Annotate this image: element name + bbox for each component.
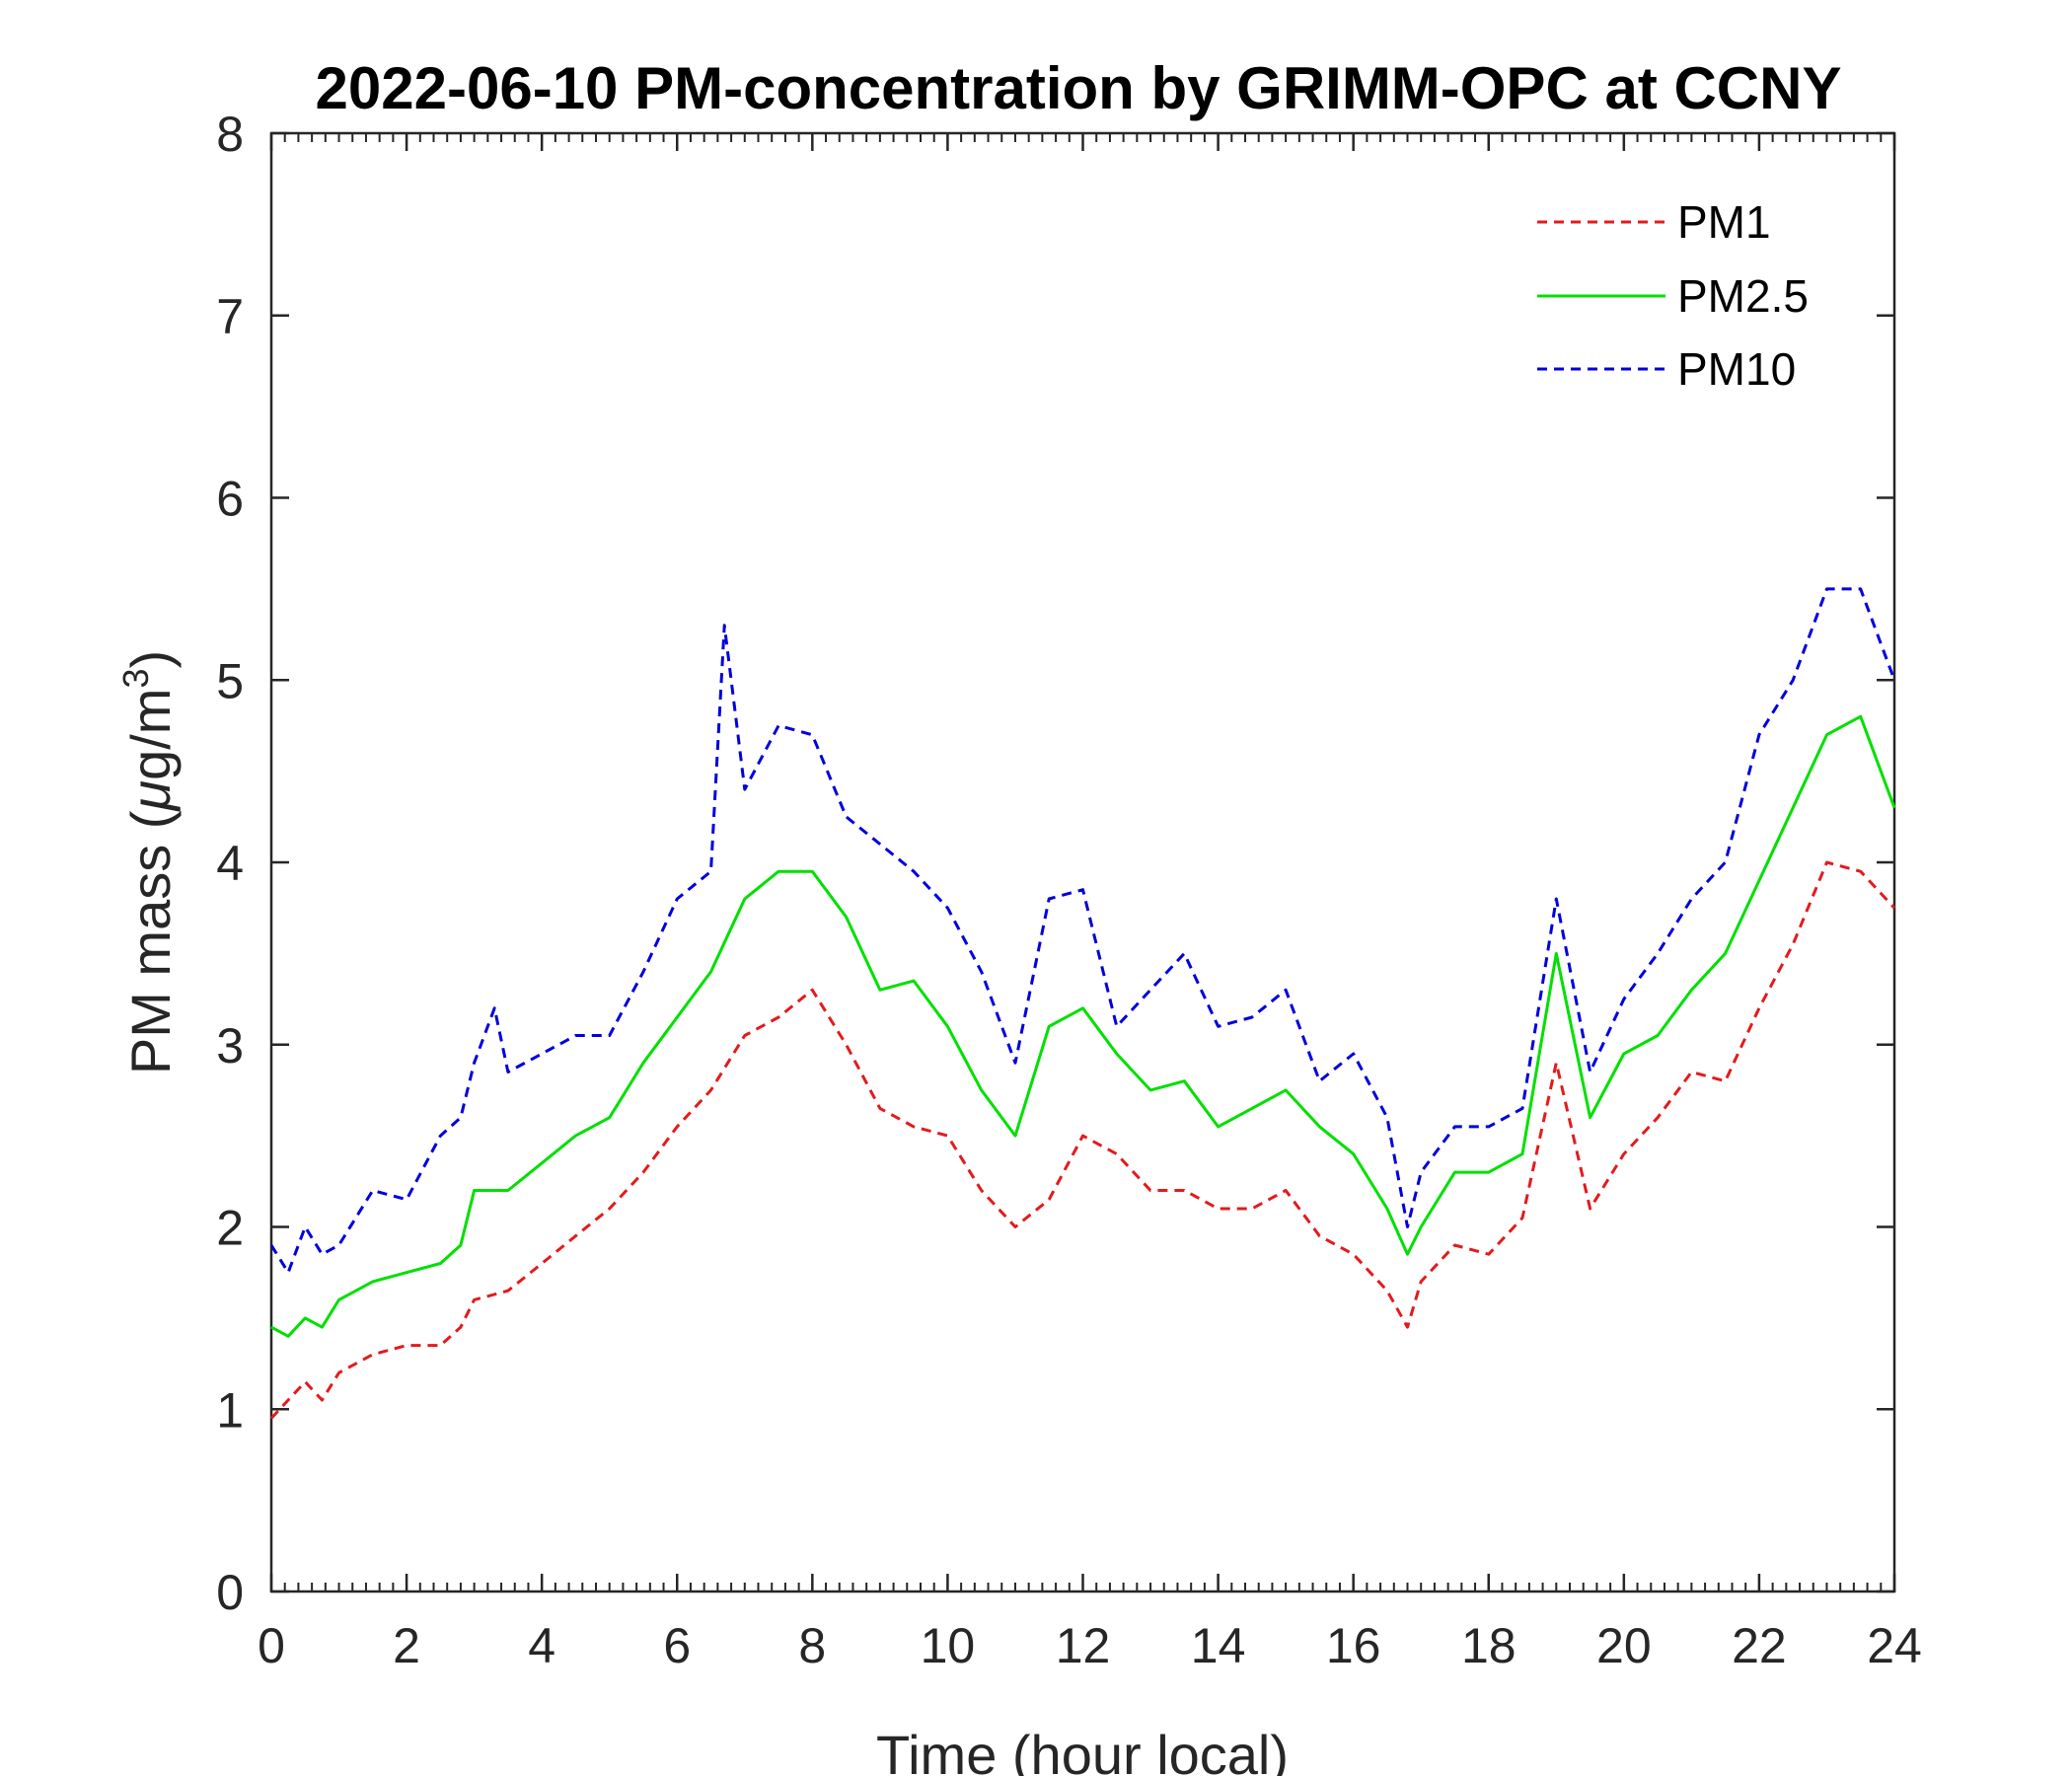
x-tick-label: 22 [1732, 1618, 1787, 1673]
y-axis-label-units: g/m [119, 689, 182, 780]
y-tick-labels: 0 1 2 3 4 5 6 7 8 [216, 107, 244, 1620]
y-axis-label-prefix: PM mass ( [119, 810, 182, 1074]
x-tick-label: 24 [1867, 1618, 1922, 1673]
y-axis-label-mu: μ [119, 780, 182, 813]
x-tick-label: 2 [393, 1618, 420, 1673]
x-tick-label: 14 [1191, 1618, 1246, 1673]
y-tick-label: 6 [216, 472, 244, 527]
y-tick-label: 5 [216, 653, 244, 708]
plot-area [269, 131, 1896, 1593]
y-axis-label-suffix: ) [119, 650, 182, 669]
y-tick-label: 7 [216, 289, 244, 344]
series-lines [269, 587, 1896, 1420]
legend-label-pm1: PM1 [1677, 196, 1771, 248]
y-tick-label: 0 [216, 1565, 244, 1620]
y-tick-label: 2 [216, 1201, 244, 1256]
y-axis-label: PM mass (μg/m3) [115, 650, 182, 1074]
x-tick-label: 20 [1596, 1618, 1652, 1673]
y-tick-label: 8 [216, 107, 244, 162]
x-tick-label: 10 [921, 1618, 976, 1673]
legend-label-pm2-5: PM2.5 [1677, 270, 1809, 322]
y-tick-label: 3 [216, 1018, 244, 1073]
legend: PM1 PM2.5 PM10 [1537, 196, 1809, 395]
x-axis-label: Time (hour local) [876, 1724, 1289, 1776]
series-line-pm10 [269, 587, 1896, 1275]
x-tick-label: 12 [1056, 1618, 1111, 1673]
y-tick-label: 1 [216, 1382, 244, 1438]
x-tick-label: 0 [258, 1618, 285, 1673]
x-tick-label: 16 [1326, 1618, 1381, 1673]
major-ticks [269, 131, 1896, 1593]
chart-title: 2022-06-10 PM-concentration by GRIMM-OPC… [316, 55, 1842, 121]
x-tick-label: 18 [1461, 1618, 1517, 1673]
x-tick-label: 8 [798, 1618, 826, 1673]
series-line-pm2-5 [270, 714, 1896, 1338]
x-tick-label: 6 [663, 1618, 691, 1673]
series-line-pm1 [269, 860, 1896, 1420]
x-tick-labels: 0 2 4 6 8 10 12 14 16 18 20 22 24 [258, 1618, 1922, 1673]
legend-label-pm10: PM10 [1677, 343, 1796, 395]
y-axis-label-superscript: 3 [115, 669, 156, 689]
x-tick-label: 4 [528, 1618, 555, 1673]
y-tick-label: 4 [216, 836, 244, 891]
